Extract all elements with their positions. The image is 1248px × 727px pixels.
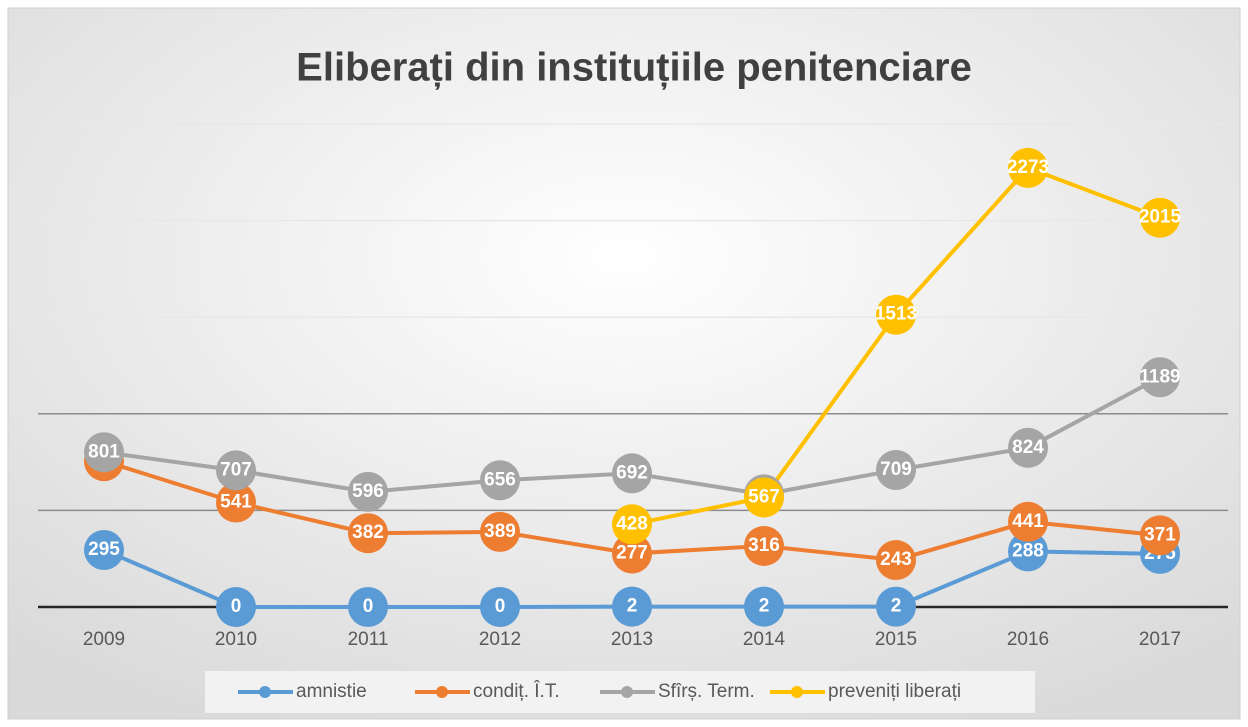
x-tick-label: 2014 [743,629,786,650]
legend-marker [436,686,448,698]
data-label: 382 [352,522,384,543]
data-label: 707 [220,459,252,480]
data-label: 709 [880,459,912,480]
data-point [1008,427,1048,468]
data-label: 1513 [875,304,917,325]
data-point [84,432,124,473]
data-point [348,587,388,627]
data-label: 316 [748,535,780,556]
data-label: 0 [231,596,242,617]
data-point [744,525,784,566]
data-point [1008,531,1048,572]
data-label: 2 [627,596,638,617]
data-point [612,586,652,627]
legend-marker [259,686,271,698]
data-point [348,513,388,554]
data-point [1140,197,1180,238]
data-point [744,477,784,518]
legend-label: amnistie [296,681,367,702]
data-label: 1189 [1139,366,1180,387]
data-label: 2 [759,596,770,617]
data-point [1008,501,1048,542]
x-tick-label: 2010 [215,629,257,650]
data-label: 389 [484,521,516,542]
x-tick-label: 2015 [875,629,917,650]
data-point [216,482,256,523]
legend-marker [621,686,633,698]
data-label: 428 [616,513,648,534]
x-tick-label: 2009 [83,629,125,650]
legend-marker [791,686,803,698]
x-tick-label: 2012 [479,629,521,650]
data-point [480,460,520,501]
data-point [1008,147,1048,188]
data-point [612,453,652,494]
data-label: 2015 [1139,207,1182,228]
data-point [480,587,520,627]
data-label: 441 [1012,511,1044,532]
x-tick-label: 2013 [611,629,653,650]
data-label: 0 [495,596,506,617]
data-point [84,530,124,571]
legend-label: condiț. Î.T. [473,680,560,702]
x-tick-label: 2016 [1007,629,1049,650]
data-point [612,504,652,545]
data-label: 824 [1012,437,1044,458]
data-label: 596 [352,481,384,502]
data-label: 801 [88,441,120,462]
data-point [480,511,520,552]
data-point [1140,357,1180,398]
chart-title: Eliberați din instituțiile penitenciare [296,46,972,90]
data-point [612,533,652,574]
data-label: 656 [484,469,516,490]
data-label: 288 [1012,540,1044,561]
legend-label: preveniți liberați [828,681,961,702]
data-point [876,586,916,627]
data-point [216,587,256,627]
data-label: 243 [880,549,912,570]
data-point [876,294,916,335]
data-label: 2 [891,596,902,617]
data-point [216,450,256,491]
data-point [1140,515,1180,556]
data-label: 371 [1144,524,1176,545]
data-point [348,471,388,512]
data-label: 277 [616,542,648,563]
data-label: 0 [363,596,374,617]
data-point [876,540,916,581]
data-label: 2273 [1007,157,1049,178]
x-tick-label: 2017 [1139,629,1181,650]
data-label: 692 [616,462,648,483]
data-label: 295 [88,539,120,560]
data-point [876,450,916,491]
data-label: 541 [220,491,252,512]
legend-label: Sfîrș. Term. [658,681,755,702]
x-tick-label: 2011 [348,629,389,650]
data-label: 567 [748,486,780,507]
data-point [744,586,784,627]
